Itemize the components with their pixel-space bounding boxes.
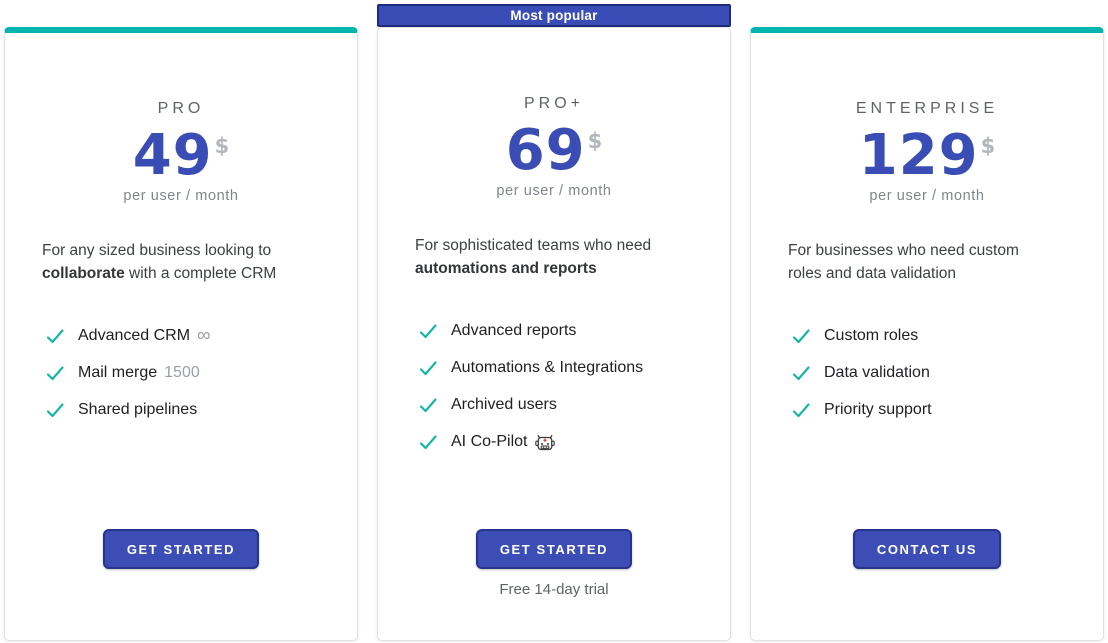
description-bold: automations and reports [415, 260, 597, 277]
pricing-card-pro-plus: PRO+ 69 $ per user / month For sophistic… [377, 27, 731, 641]
billing-period: per user / month [123, 188, 239, 204]
robot-icon [535, 434, 556, 450]
currency-symbol: $ [214, 134, 230, 158]
feature-label: Advanced CRM [78, 327, 191, 344]
feature-item: Custom roles [793, 325, 1103, 347]
check-icon [420, 434, 437, 449]
price: 69 $ [378, 122, 730, 180]
plan-description: For any sized business looking to collab… [42, 239, 298, 285]
feature-label: Mail merge [78, 364, 158, 381]
plan-name: PRO [157, 100, 205, 117]
get-started-button[interactable]: GET STARTED [102, 529, 260, 569]
check-icon [420, 397, 437, 412]
feature-label: Priority support [824, 401, 932, 418]
feature-item: Mail merge 1500 [47, 362, 357, 384]
check-icon [793, 402, 810, 417]
feature-list: Advanced reports Automations & Integrati… [378, 320, 730, 468]
plan-description: For businesses who need custom roles and… [788, 239, 1044, 285]
price-amount: 129 [858, 123, 979, 188]
banner-spacer [750, 4, 1104, 27]
pricing-column-pro: PRO 49 $ per user / month For any sized … [4, 4, 358, 641]
feature-label: Advanced reports [451, 322, 577, 339]
feature-list: Advanced CRM ∞ Mail merge 1500 Shared pi… [5, 325, 357, 436]
feature-label: Data validation [824, 364, 930, 381]
description-text: For sophisticated teams who need [415, 237, 652, 254]
card-footer: GET STARTED Free 14-day trial [378, 529, 730, 640]
pricing-card-enterprise: ENTERPRISE 129 $ per user / month For bu… [750, 27, 1104, 641]
description-text: with a complete CRM [124, 265, 277, 282]
feature-limit: 1500 [164, 364, 200, 381]
feature-list: Custom roles Data validation Priority su… [751, 325, 1103, 436]
description-text: For businesses who need custom roles and… [788, 242, 1019, 282]
feature-item: Data validation [793, 362, 1103, 384]
price: 49 $ [5, 127, 357, 185]
trial-note: Free 14-day trial [499, 581, 609, 598]
contact-us-button[interactable]: CONTACT US [852, 529, 1002, 569]
description-text: For any sized business looking to [42, 242, 272, 259]
plan-description: For sophisticated teams who need automat… [415, 234, 671, 280]
feature-label: Custom roles [824, 327, 919, 344]
price-amount: 49 [132, 123, 213, 188]
check-icon [420, 360, 437, 375]
feature-label: Automations & Integrations [451, 359, 644, 376]
feature-item: AI Co-Pilot [420, 431, 730, 453]
most-popular-label: Most popular [510, 8, 598, 23]
card-footer: GET STARTED [5, 529, 357, 640]
banner-spacer [4, 4, 358, 27]
billing-period: per user / month [869, 188, 985, 204]
feature-item: Automations & Integrations [420, 357, 730, 379]
check-icon [47, 328, 64, 343]
infinity-suffix: ∞ [197, 325, 211, 346]
feature-item: Archived users [420, 394, 730, 416]
feature-item: Advanced CRM ∞ [47, 325, 357, 347]
card-footer: CONTACT US [751, 529, 1103, 640]
pricing-column-enterprise: ENTERPRISE 129 $ per user / month For bu… [750, 4, 1104, 641]
pricing-column-pro-plus: Most popular PRO+ 69 $ per user / month … [377, 4, 731, 641]
check-icon [47, 365, 64, 380]
feature-label: AI Co-Pilot [451, 433, 528, 450]
feature-item: Advanced reports [420, 320, 730, 342]
currency-symbol: $ [980, 134, 996, 158]
most-popular-banner: Most popular [377, 4, 731, 27]
feature-item: Priority support [793, 399, 1103, 421]
billing-period: per user / month [496, 183, 612, 199]
pricing-card-pro: PRO 49 $ per user / month For any sized … [4, 27, 358, 641]
price: 129 $ [751, 127, 1103, 185]
currency-symbol: $ [587, 129, 603, 153]
get-started-button[interactable]: GET STARTED [475, 529, 633, 569]
check-icon [793, 328, 810, 343]
feature-item: Shared pipelines [47, 399, 357, 421]
check-icon [420, 323, 437, 338]
price-amount: 69 [505, 118, 586, 183]
feature-label: Archived users [451, 396, 557, 413]
check-icon [793, 365, 810, 380]
plan-name: PRO+ [523, 95, 584, 112]
check-icon [47, 402, 64, 417]
plan-name: ENTERPRISE [855, 100, 999, 117]
description-bold: collaborate [42, 265, 125, 282]
feature-label: Shared pipelines [78, 401, 198, 418]
